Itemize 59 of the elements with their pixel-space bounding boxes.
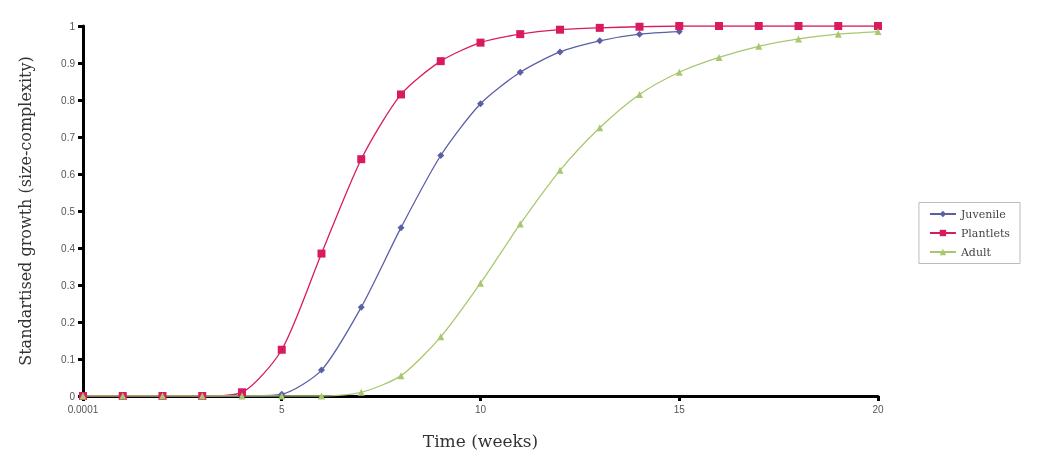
point — [675, 22, 684, 30]
point — [318, 366, 325, 374]
point — [477, 100, 484, 108]
point — [238, 388, 246, 397]
point — [755, 42, 763, 50]
y-tick-label: 0.1 — [61, 353, 76, 365]
point — [675, 68, 683, 76]
y-axis-title: Standartised growth (size-complexity) — [15, 56, 35, 366]
y-tick-label: 0.7 — [61, 131, 76, 143]
point — [317, 249, 326, 258]
point — [636, 90, 643, 98]
point — [357, 388, 365, 396]
x-axis-title: Time (weeks) — [422, 430, 539, 451]
y-tick-label: 0.5 — [61, 205, 76, 217]
point — [795, 35, 802, 43]
point — [715, 22, 723, 30]
point — [477, 279, 484, 287]
y-tick-label: 0.8 — [61, 94, 76, 106]
x-tick-label: 20 — [872, 403, 884, 415]
y-tick-label: 0 — [69, 390, 76, 402]
point — [357, 155, 366, 164]
point — [436, 57, 445, 66]
y-tick-label: 0.9 — [61, 57, 76, 69]
y-tick-label: 0.6 — [61, 168, 76, 180]
point — [476, 38, 485, 47]
point — [874, 22, 882, 30]
point — [397, 372, 405, 380]
point — [318, 392, 325, 400]
y-tick-label: 0.4 — [61, 242, 76, 254]
point — [516, 30, 525, 39]
point — [516, 68, 524, 76]
point — [715, 53, 723, 61]
point — [437, 152, 445, 159]
legend-label: Juvenile — [959, 207, 1006, 221]
x-tick-label: 15 — [673, 403, 686, 415]
point — [556, 48, 564, 56]
point — [596, 37, 604, 45]
point — [277, 345, 286, 354]
point — [595, 23, 604, 32]
point — [754, 22, 763, 30]
legend-label: Plantlets — [960, 226, 1011, 240]
point — [874, 28, 882, 36]
x-tick-label: 0.0001 — [67, 403, 99, 415]
point — [397, 224, 405, 232]
point — [397, 90, 405, 99]
y-tick-label: 0.2 — [61, 316, 76, 328]
point — [635, 22, 644, 31]
y-tick-label: 1 — [69, 20, 76, 32]
y-tick-label: 0.3 — [61, 279, 76, 291]
x-tick-label: 5 — [278, 403, 285, 415]
point — [834, 22, 843, 30]
point — [357, 303, 365, 311]
legend-label: Adult — [959, 245, 992, 259]
x-tick-label: 10 — [474, 403, 487, 415]
point — [794, 22, 803, 30]
point — [556, 166, 564, 174]
point — [556, 25, 564, 34]
point — [636, 30, 643, 38]
point — [834, 30, 842, 38]
